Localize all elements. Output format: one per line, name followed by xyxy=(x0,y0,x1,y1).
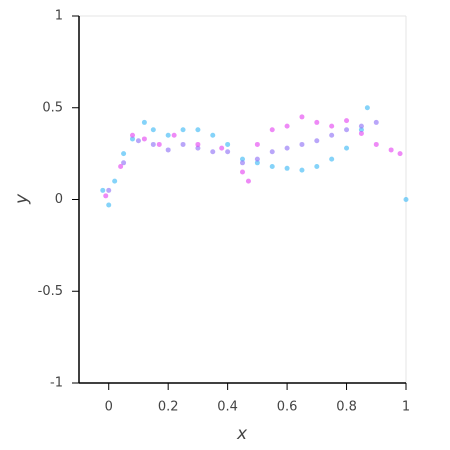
point xyxy=(195,145,201,151)
point xyxy=(254,156,260,162)
point xyxy=(314,163,320,169)
point xyxy=(210,132,216,138)
point xyxy=(195,141,201,147)
point xyxy=(299,114,305,120)
y-tick-label: 1 xyxy=(55,9,63,24)
point xyxy=(195,127,201,133)
point xyxy=(103,193,109,199)
y-tick-label: -1 xyxy=(50,376,63,391)
point xyxy=(240,156,245,162)
point xyxy=(388,147,394,153)
point xyxy=(344,118,350,124)
point xyxy=(373,119,379,125)
x-tick-label: 1 xyxy=(402,400,410,415)
point xyxy=(118,163,124,169)
point xyxy=(284,145,290,151)
point xyxy=(240,169,245,175)
point xyxy=(225,149,231,155)
x-tick-label: 0.4 xyxy=(217,400,238,415)
point xyxy=(150,127,156,133)
x-tick-label: 0.2 xyxy=(158,400,179,415)
point xyxy=(314,119,320,125)
point xyxy=(121,160,127,166)
x-tick-label: 0.6 xyxy=(277,400,298,415)
point xyxy=(344,127,350,133)
x-tick-label: 0.8 xyxy=(336,400,357,415)
point xyxy=(329,123,335,129)
point xyxy=(219,145,225,151)
point xyxy=(344,145,350,151)
point xyxy=(329,132,335,138)
x-axis-label: x xyxy=(236,424,248,444)
point xyxy=(106,187,112,193)
point xyxy=(269,127,275,133)
point xyxy=(358,127,364,133)
point xyxy=(165,132,171,138)
point xyxy=(403,197,409,202)
point xyxy=(100,187,106,193)
point xyxy=(284,123,290,129)
point xyxy=(254,141,260,147)
point xyxy=(210,149,216,155)
point xyxy=(171,132,177,138)
point xyxy=(141,119,147,125)
point xyxy=(141,136,147,142)
point xyxy=(165,147,171,153)
point xyxy=(269,149,275,155)
point xyxy=(240,160,245,166)
point xyxy=(269,163,275,169)
point xyxy=(397,151,403,157)
point xyxy=(150,141,156,147)
point xyxy=(130,132,136,138)
x-tick-label: 0 xyxy=(105,400,113,415)
point xyxy=(254,160,260,166)
point xyxy=(299,141,305,147)
point xyxy=(106,202,112,208)
point xyxy=(314,138,320,144)
y-tick-label: -0.5 xyxy=(38,284,63,299)
point xyxy=(245,178,251,184)
point xyxy=(358,123,364,129)
y-axis-label: y xyxy=(12,193,32,205)
point xyxy=(130,136,136,142)
point xyxy=(180,141,186,147)
point xyxy=(112,178,118,184)
point xyxy=(225,141,231,147)
point xyxy=(358,130,364,136)
y-tick-label: 0 xyxy=(55,192,63,207)
point xyxy=(284,165,290,171)
point xyxy=(373,141,379,147)
point xyxy=(364,105,370,111)
point xyxy=(135,138,141,144)
point xyxy=(329,156,335,162)
point xyxy=(299,167,305,173)
point xyxy=(121,151,127,157)
point xyxy=(180,127,186,133)
point xyxy=(156,141,162,147)
y-tick-label: 0.5 xyxy=(42,100,63,115)
